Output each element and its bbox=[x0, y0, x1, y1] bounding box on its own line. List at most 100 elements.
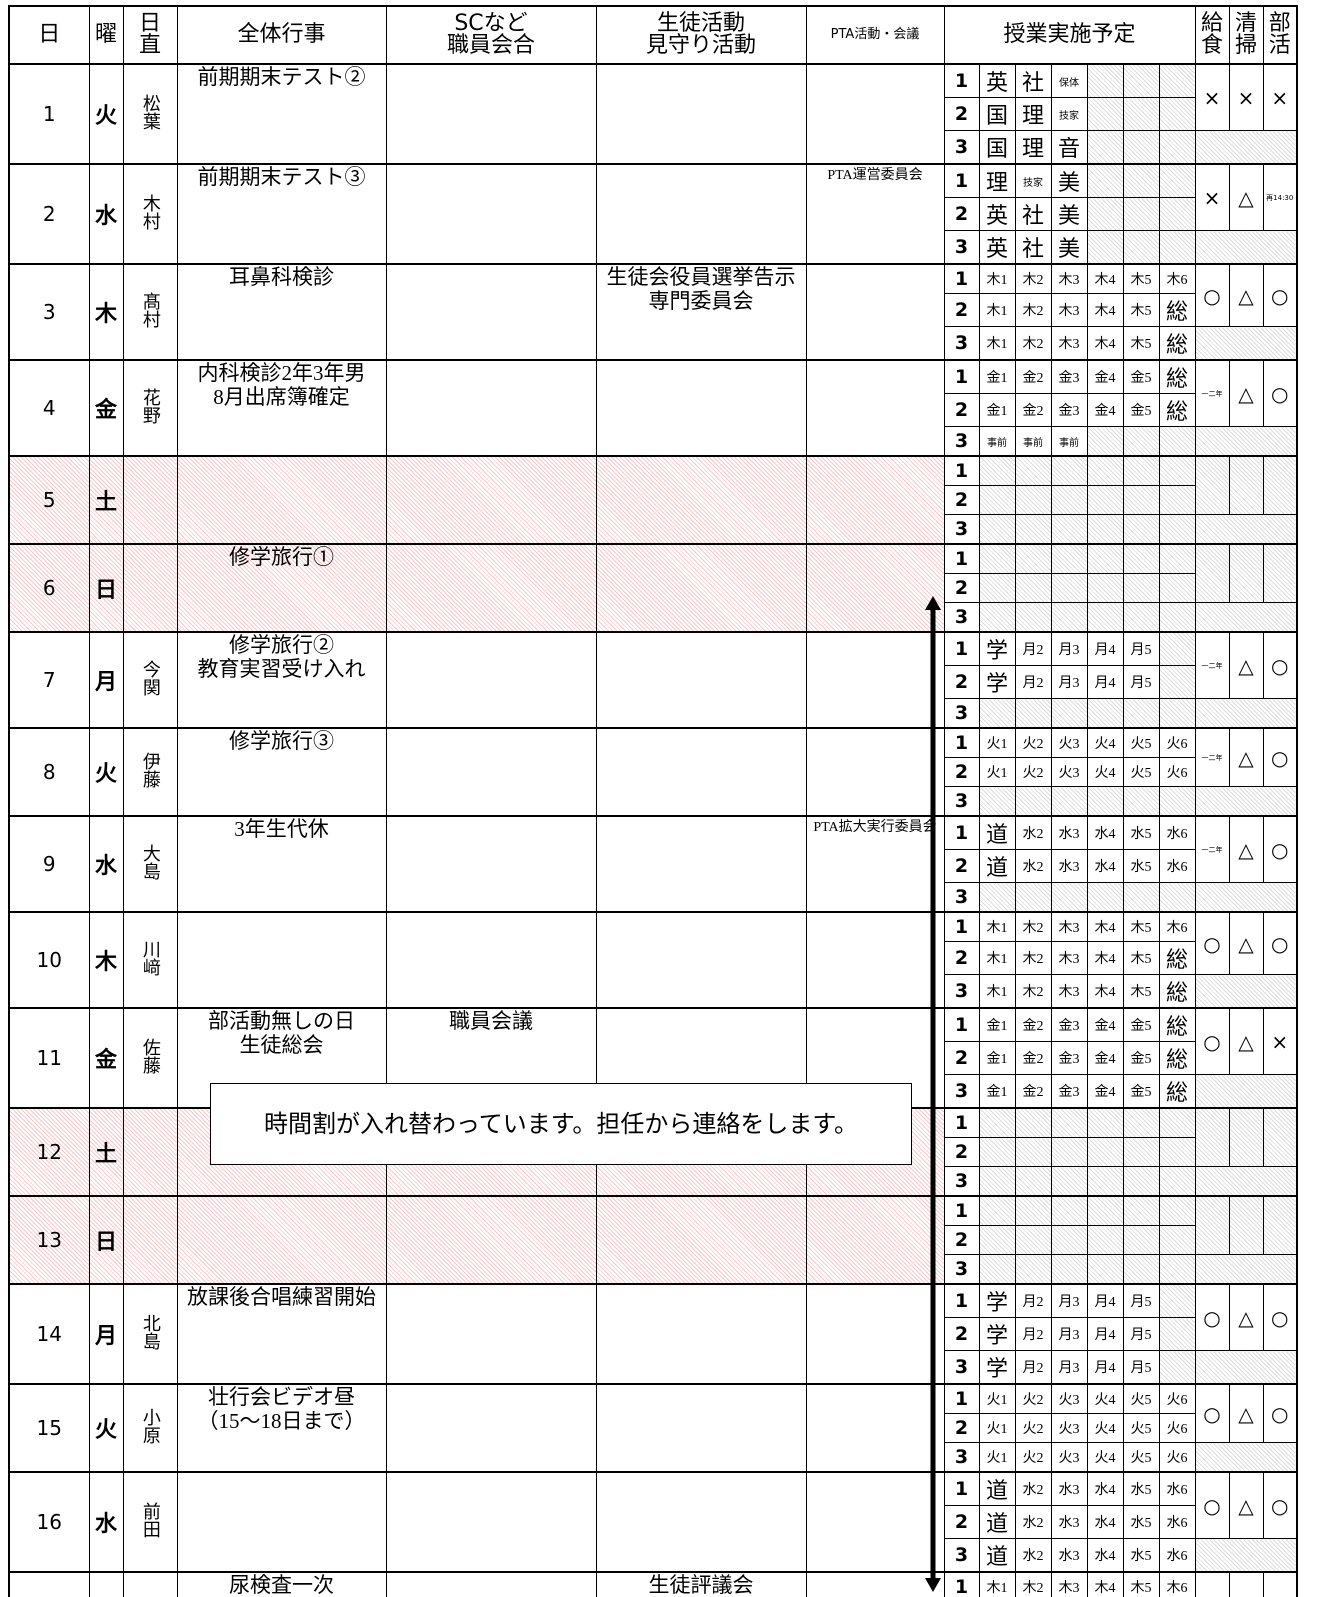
lesson-text: 月5 bbox=[1130, 1295, 1152, 1310]
meal-cell bbox=[1262, 455, 1298, 515]
lesson-text: 英 bbox=[985, 236, 1008, 261]
event-line: 部活動無しの日 bbox=[178, 1010, 385, 1033]
lesson-text: 美 bbox=[1057, 236, 1080, 261]
period-number-text: 3 bbox=[954, 790, 969, 812]
lesson-cell: 総 bbox=[1158, 941, 1196, 975]
lesson-cell: 木3 bbox=[1050, 263, 1088, 294]
lesson-cell bbox=[1158, 130, 1196, 165]
lesson-cell: 金3 bbox=[1050, 393, 1088, 427]
lesson-text: 木1 bbox=[986, 921, 1008, 936]
meal-text: ○ bbox=[1203, 931, 1221, 956]
lesson-cell: 月5 bbox=[1122, 1350, 1160, 1385]
lesson-cell: 金4 bbox=[1086, 359, 1124, 394]
lesson-text: 月2 bbox=[1022, 643, 1044, 658]
lesson-cell: 金3 bbox=[1050, 359, 1088, 394]
day-cell: 6 bbox=[8, 543, 90, 633]
event-line-text: 修学旅行② bbox=[229, 633, 334, 657]
meal-spacer bbox=[1194, 1538, 1298, 1573]
dow-cell: 金 bbox=[88, 359, 124, 457]
lesson-text: 水5 bbox=[1130, 1483, 1152, 1498]
row: 1 火松葉 前期期末テスト② 1 英社保体 × × × bbox=[8, 63, 1298, 165]
header-cell: 授業実施予定 bbox=[943, 5, 1196, 65]
period-number-text: 1 bbox=[954, 170, 969, 192]
duty-cell bbox=[122, 543, 178, 633]
lesson-cell bbox=[1122, 485, 1160, 515]
lesson-cell bbox=[1122, 573, 1160, 603]
lesson-cell bbox=[1158, 97, 1196, 131]
meal-cell: △ bbox=[1228, 163, 1264, 231]
lesson-cell: 木6 bbox=[1158, 911, 1196, 942]
row: 15 火小原 壮行会ビデオ昼 （15～18日まで） 1 火1 火2 火3 火4 火5 火6 ○ △ ○ bbox=[8, 1383, 1298, 1473]
lesson-cell: 総 bbox=[1158, 1007, 1196, 1042]
row: 3 bbox=[9, 882, 1298, 913]
lesson-text: 金1 bbox=[986, 404, 1008, 419]
meal-cell bbox=[1228, 543, 1264, 603]
duty-cell: 小原 bbox=[122, 1383, 178, 1473]
lesson-cell bbox=[1122, 1195, 1160, 1226]
meal-text: ○ bbox=[1203, 1592, 1220, 1597]
header-row: 日曜日直全体行事 SCなど 職員会合 生徒活動 見守り活動 PTA活動・会議 授業実施予定給… bbox=[8, 5, 1298, 65]
lesson-cell: 水2 bbox=[1014, 815, 1052, 850]
meal-cell: ○ bbox=[1194, 1383, 1230, 1443]
lesson-text: 木6 bbox=[1166, 921, 1188, 936]
meal-cell: △ bbox=[1228, 911, 1264, 975]
lesson-cell: 木4 bbox=[1086, 974, 1124, 1009]
lesson-text: 学 bbox=[985, 1356, 1008, 1381]
lesson-cell: 木5 bbox=[1122, 326, 1160, 361]
day-number: 8 bbox=[42, 760, 56, 784]
meal-text: △ bbox=[1238, 1305, 1254, 1330]
meal-text: ○ bbox=[1271, 931, 1289, 956]
lesson-cell: 火6 bbox=[1158, 1383, 1196, 1414]
notice: 時間割が入れ替わっています。担任から連絡をします。 bbox=[210, 1083, 912, 1165]
lesson-cell: 月3 bbox=[1050, 631, 1088, 666]
sc-cell bbox=[385, 1383, 597, 1473]
meal-spacer bbox=[1194, 514, 1298, 545]
period-number: 3 bbox=[943, 882, 980, 913]
lesson-cell bbox=[1158, 514, 1196, 545]
lesson-text: 木1 bbox=[986, 985, 1008, 1000]
lesson-text: 理 bbox=[1021, 136, 1044, 161]
meal-cell bbox=[1194, 455, 1230, 515]
lesson-text: 水6 bbox=[1166, 860, 1188, 875]
lesson-cell bbox=[1050, 1166, 1088, 1197]
lesson-text: 木2 bbox=[1022, 273, 1044, 288]
lesson-cell bbox=[1014, 543, 1052, 574]
event-line-text: 修学旅行③ bbox=[229, 729, 334, 753]
header-cell: SCなど 職員会合 bbox=[385, 5, 597, 65]
period-number-text: 2 bbox=[954, 947, 969, 969]
sc-cell bbox=[385, 815, 597, 913]
lesson-cell: 火2 bbox=[1014, 727, 1052, 758]
lesson-cell: 木1 bbox=[978, 293, 1016, 327]
row: 16 水前田 1 道水2 水3 水4 水5 水6 ○ △ ○ bbox=[8, 1471, 1298, 1573]
lesson-cell: 金2 bbox=[1014, 393, 1052, 427]
event-line-text: 3年生代休 bbox=[234, 817, 329, 841]
row: 14 月北島 放課後合唱練習開始 1 学月2 月3 月4 月5 ○ △ ○ bbox=[8, 1283, 1298, 1385]
events-cell: 修学旅行② 教育実習受け入れ bbox=[176, 631, 387, 729]
lesson-cell: 月5 bbox=[1122, 665, 1160, 699]
day-number: 13 bbox=[36, 1228, 62, 1252]
meal-spacer bbox=[1194, 230, 1298, 265]
period-number: 3 bbox=[943, 1538, 980, 1573]
header-line: 日 bbox=[124, 13, 176, 35]
lesson-cell: 月3 bbox=[1050, 1317, 1088, 1351]
lesson-text: 木4 bbox=[1094, 985, 1116, 1000]
header-line-text: 掃 bbox=[1234, 33, 1257, 58]
lesson-cell bbox=[1086, 698, 1124, 729]
lesson-cell bbox=[1050, 543, 1088, 574]
lesson-text: 金2 bbox=[1022, 1019, 1044, 1034]
lesson-cell bbox=[1050, 882, 1088, 913]
lesson-text: 月5 bbox=[1130, 643, 1152, 658]
lesson-text: 事前 bbox=[1023, 437, 1043, 449]
meal-text: △ bbox=[1238, 931, 1254, 956]
lesson-cell: 月2 bbox=[1014, 631, 1052, 666]
lesson-text: 道 bbox=[985, 1478, 1008, 1503]
header-cell: 部活 bbox=[1262, 5, 1298, 65]
lesson-text: 金1 bbox=[986, 1085, 1008, 1100]
row: 2 bbox=[9, 1225, 1297, 1255]
sc-text: 職員会議 bbox=[449, 1009, 533, 1033]
lesson-text: 火4 bbox=[1094, 737, 1116, 752]
meal-cell: × bbox=[1262, 63, 1298, 131]
header-line-text: 授業実施予定 bbox=[1003, 22, 1136, 47]
day-cell: 3 bbox=[8, 263, 90, 361]
lesson-cell: 火6 bbox=[1158, 757, 1196, 787]
